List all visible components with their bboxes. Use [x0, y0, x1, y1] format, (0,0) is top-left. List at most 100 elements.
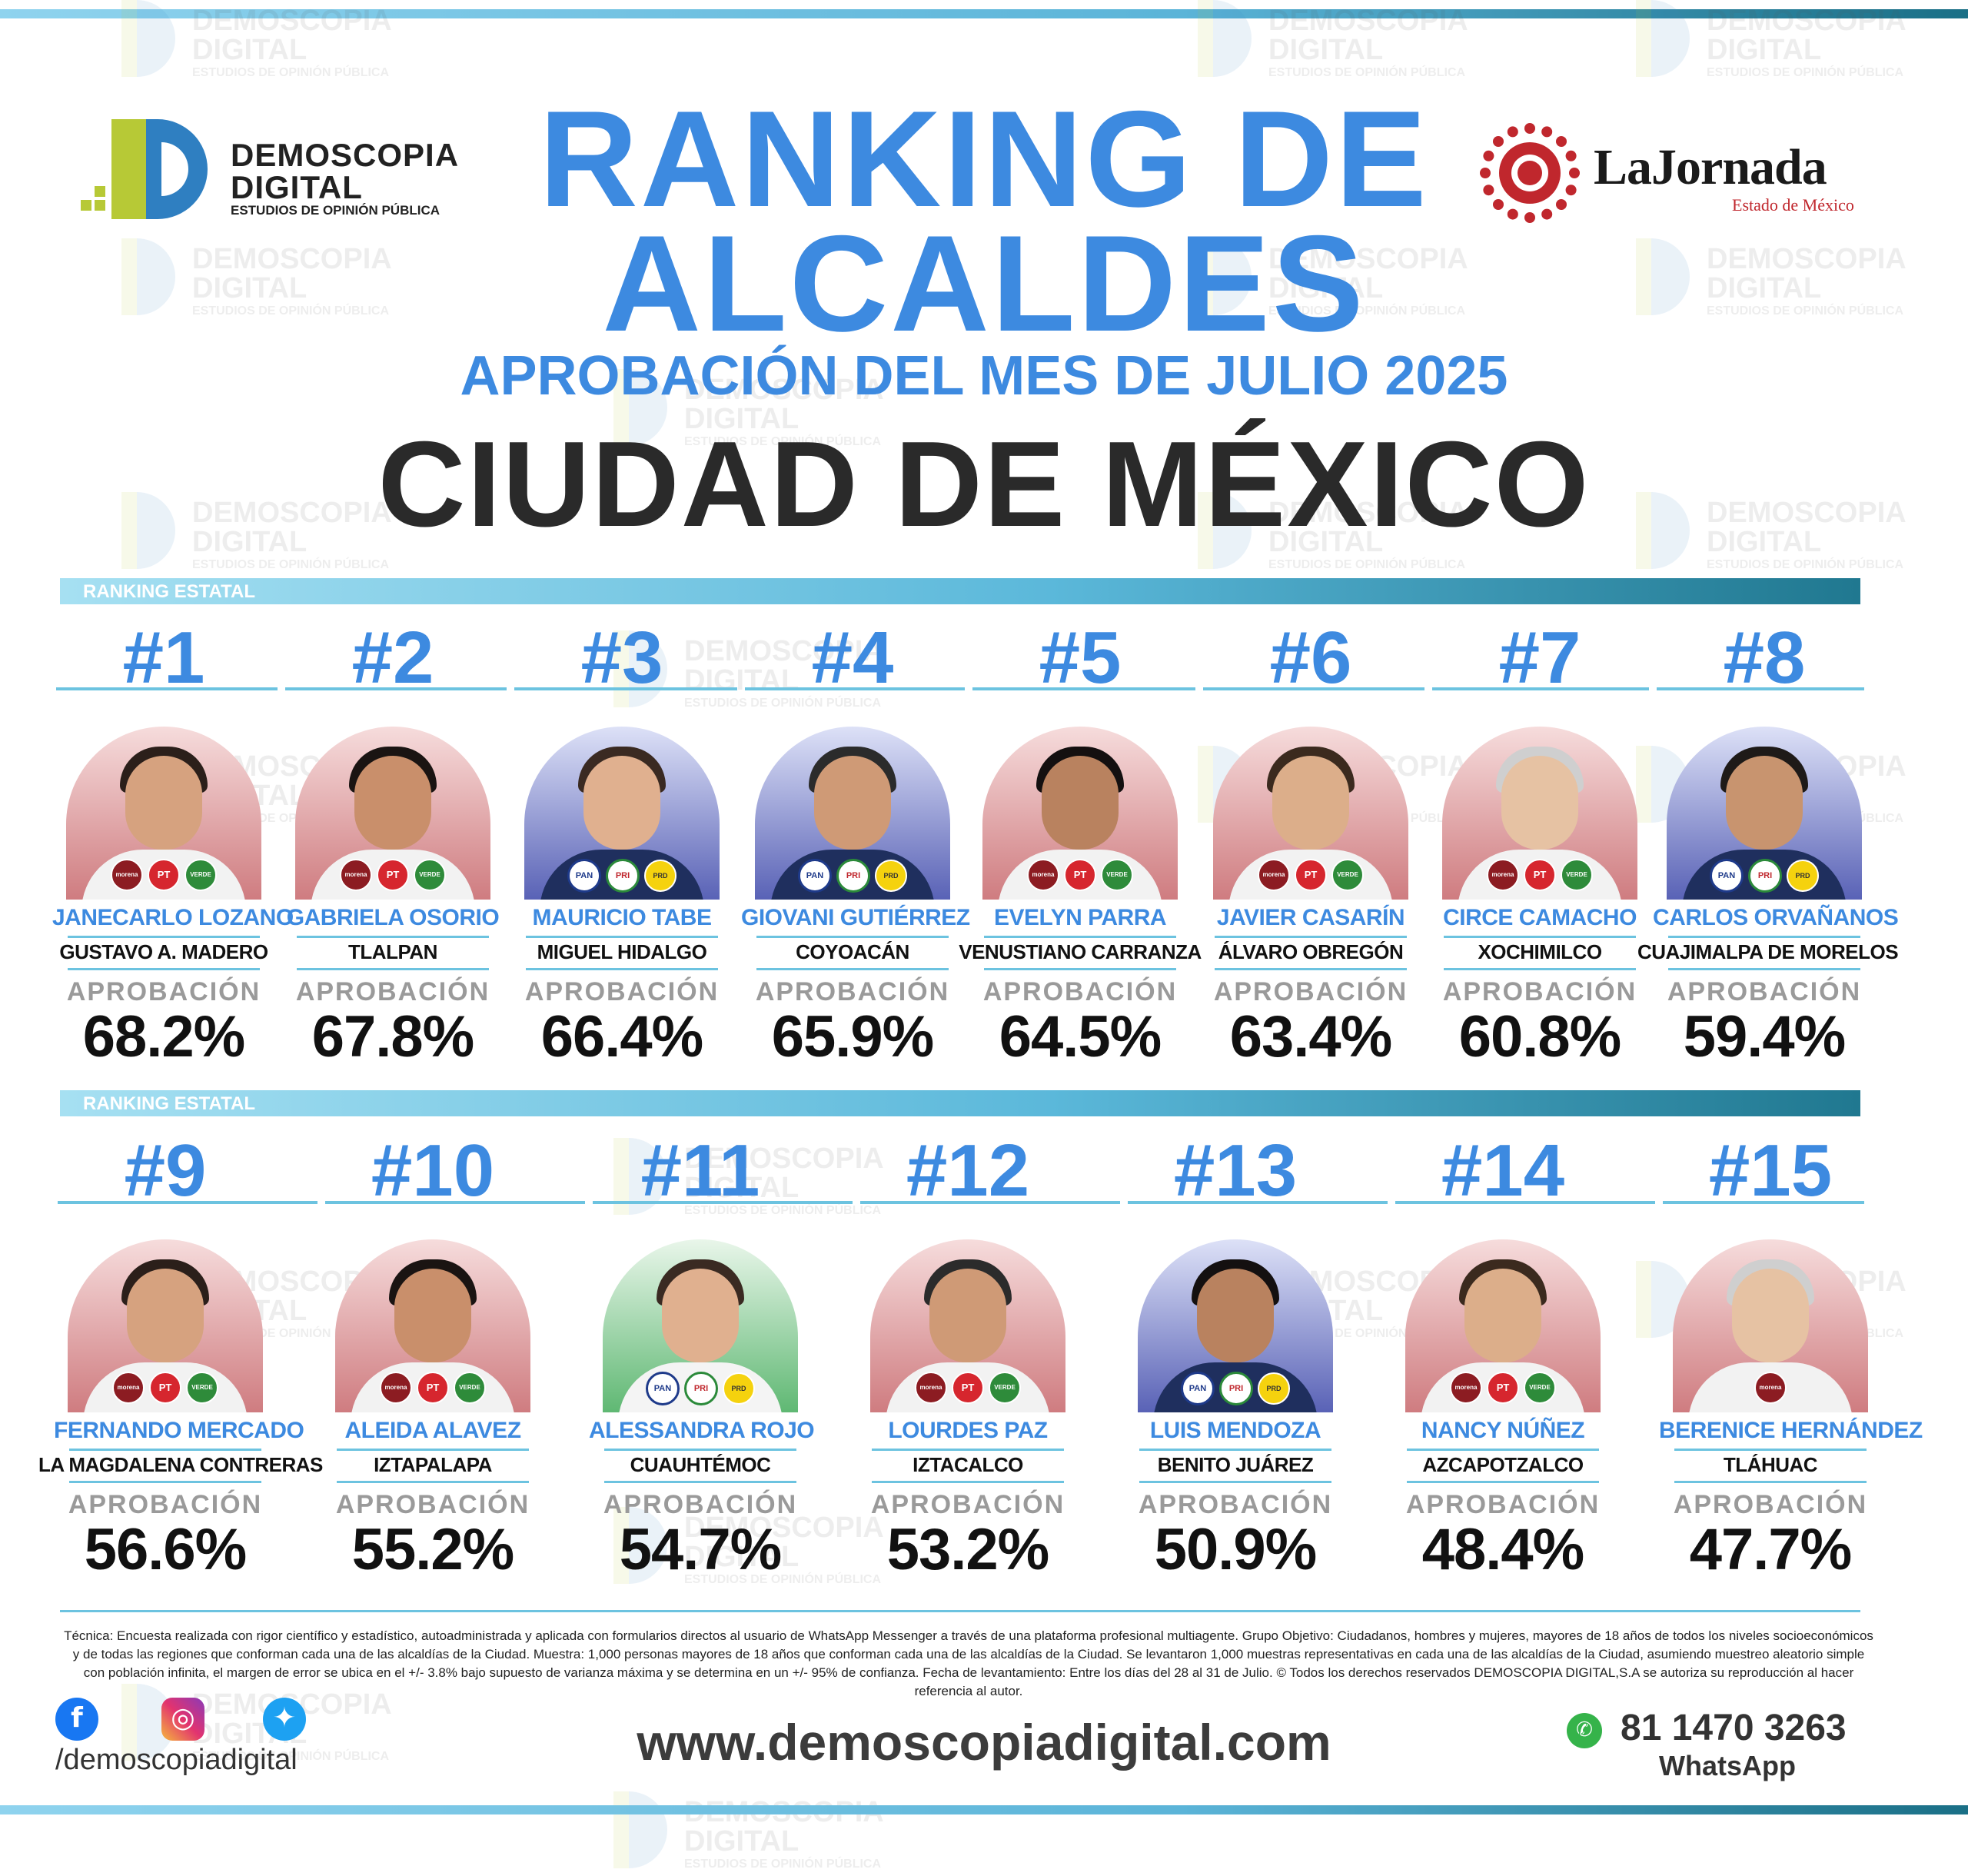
- approval-value: 48.4%: [1421, 1517, 1585, 1582]
- social-handle[interactable]: /demoscopiadigital: [55, 1744, 298, 1776]
- rank-underline: [1203, 687, 1424, 690]
- alcaldia-underline: [1668, 968, 1860, 970]
- party-pan-icon: PAN: [646, 1372, 680, 1405]
- instagram-icon[interactable]: ◎: [161, 1698, 204, 1741]
- candidate-photo: morena PT VERDE: [1442, 727, 1637, 900]
- party-pan-icon: PAN: [567, 859, 601, 893]
- ranking-bar: RANKING ESTATAL: [60, 578, 1860, 604]
- party-prd-icon: PRD: [1787, 860, 1819, 892]
- rank-number: #11: [640, 1129, 760, 1212]
- approval-label: APROBACIÓN: [295, 977, 490, 1006]
- approval-value: 64.5%: [999, 1004, 1162, 1069]
- name-underline: [68, 936, 260, 938]
- rank-number: #14: [1441, 1129, 1565, 1212]
- rank-underline: [972, 687, 1195, 690]
- approval-value: 55.2%: [351, 1517, 515, 1582]
- approval-label: APROBACIÓN: [335, 1490, 530, 1519]
- alcaldia-name: GUSTAVO A. MADERO: [59, 940, 268, 963]
- candidate-name: CIRCE CAMACHO: [1443, 905, 1637, 930]
- candidate-name: ALEIDA ALAVEZ: [344, 1418, 521, 1443]
- alcaldia-underline: [604, 1481, 796, 1483]
- party-pt-icon: PT: [1487, 1372, 1519, 1404]
- name-underline: [1444, 936, 1636, 938]
- alcaldia-name: COYOACÁN: [796, 940, 909, 963]
- party-pan-icon: PAN: [798, 859, 832, 893]
- rank-underline: [1432, 687, 1649, 690]
- approval-value: 47.7%: [1689, 1517, 1853, 1582]
- methodology-text: Técnica: Encuesta realizada con rigor ci…: [64, 1628, 1873, 1698]
- party-badges: PAN PRI PRD: [1667, 859, 1862, 893]
- party-morena-icon: morena: [1487, 859, 1519, 891]
- alcaldia-underline: [756, 968, 949, 970]
- approval-value: 50.9%: [1154, 1517, 1318, 1582]
- alcaldia-name: XOCHIMILCO: [1478, 940, 1602, 963]
- rank-underline: [1128, 1201, 1388, 1204]
- alcaldia-underline: [297, 968, 489, 970]
- approval-value: 66.4%: [540, 1004, 704, 1069]
- party-badges: morena PT VERDE: [1213, 859, 1408, 891]
- candidate-photo: PAN PRI PRD: [1667, 727, 1862, 900]
- whatsapp-icon[interactable]: ✆: [1567, 1713, 1602, 1748]
- candidate-photo: morena PT VERDE: [66, 727, 261, 900]
- approval-label: APROBACIÓN: [524, 977, 720, 1006]
- whatsapp-label: WhatsApp: [1659, 1750, 1796, 1781]
- brand-tagline: ESTUDIOS DE OPINIÓN PÚBLICA: [231, 203, 440, 218]
- party-badges: PAN PRI PRD: [603, 1372, 798, 1405]
- candidate-photo: morena PT VERDE: [335, 1239, 530, 1412]
- party-badges: morena PT VERDE: [982, 859, 1178, 891]
- approval-label: APROBACIÓN: [1667, 977, 1862, 1006]
- party-morena-icon: morena: [1450, 1372, 1482, 1404]
- alcaldia-underline: [69, 1481, 261, 1483]
- rank-number: #8: [1723, 617, 1806, 699]
- alcaldia-name: TLÁHUAC: [1723, 1453, 1818, 1476]
- main-title-line2: ALCALDES: [602, 207, 1366, 360]
- phone-number[interactable]: 81 1470 3263: [1621, 1708, 1847, 1748]
- alcaldia-name: AZCAPOTZALCO: [1422, 1453, 1584, 1476]
- rank-underline: [1395, 1201, 1655, 1204]
- ranking-bar-label: RANKING ESTATAL: [83, 1093, 255, 1114]
- party-morena-icon: morena: [1027, 859, 1059, 891]
- party-pri-icon: PRI: [606, 859, 640, 893]
- candidate-photo: morena PT VERDE: [1213, 727, 1408, 900]
- website-link[interactable]: www.demoscopiadigital.com: [637, 1714, 1331, 1771]
- twitter-icon[interactable]: ✦: [263, 1698, 306, 1741]
- alcaldia-underline: [1139, 1481, 1331, 1483]
- party-badges: morena: [1673, 1372, 1868, 1404]
- approval-value: 56.6%: [84, 1517, 248, 1582]
- alcaldia-name: IZTAPALAPA: [374, 1453, 492, 1476]
- alcaldia-name: CUAUHTÉMOC: [630, 1453, 771, 1476]
- rank-number: #15: [1708, 1129, 1833, 1212]
- ranking-bar: RANKING ESTATAL: [60, 1090, 1860, 1116]
- party-pt-icon: PT: [377, 859, 409, 891]
- rank-number: #7: [1498, 617, 1581, 699]
- approval-value: 67.8%: [311, 1004, 475, 1069]
- party-prd-icon: PRD: [644, 860, 676, 892]
- alcaldia-name: TLALPAN: [348, 940, 437, 963]
- party-morena-icon: morena: [1258, 859, 1290, 891]
- rank-underline: [745, 687, 965, 690]
- approval-label: APROBACIÓN: [870, 1490, 1065, 1519]
- party-badges: morena PT VERDE: [295, 859, 490, 891]
- candidate-photo: PAN PRI PRD: [603, 1239, 798, 1412]
- alcaldia-underline: [872, 1481, 1064, 1483]
- party-verde-icon: VERDE: [454, 1372, 486, 1404]
- rank-underline: [860, 1201, 1120, 1204]
- party-prd-icon: PRD: [723, 1372, 755, 1405]
- alcaldia-name: VENUSTIANO CARRANZA: [959, 940, 1202, 963]
- partner-name: LaJornada: [1594, 139, 1827, 195]
- approval-value: 63.4%: [1229, 1004, 1393, 1069]
- alcaldia-underline: [1215, 968, 1407, 970]
- brand-line1: DEMOSCOPIA: [231, 137, 460, 173]
- name-underline: [604, 1449, 796, 1451]
- city-title: CIUDAD DE MÉXICO: [377, 417, 1591, 552]
- approval-label: APROBACIÓN: [755, 977, 950, 1006]
- alcaldia-underline: [68, 968, 260, 970]
- party-morena-icon: morena: [915, 1372, 947, 1404]
- name-underline: [1674, 1449, 1867, 1451]
- name-underline: [1139, 1449, 1331, 1451]
- name-underline: [1407, 1449, 1599, 1451]
- alcaldia-underline: [1674, 1481, 1867, 1483]
- alcaldia-name: ÁLVARO OBREGÓN: [1218, 940, 1404, 963]
- facebook-icon[interactable]: f: [55, 1698, 98, 1741]
- party-badges: PAN PRI PRD: [755, 859, 950, 893]
